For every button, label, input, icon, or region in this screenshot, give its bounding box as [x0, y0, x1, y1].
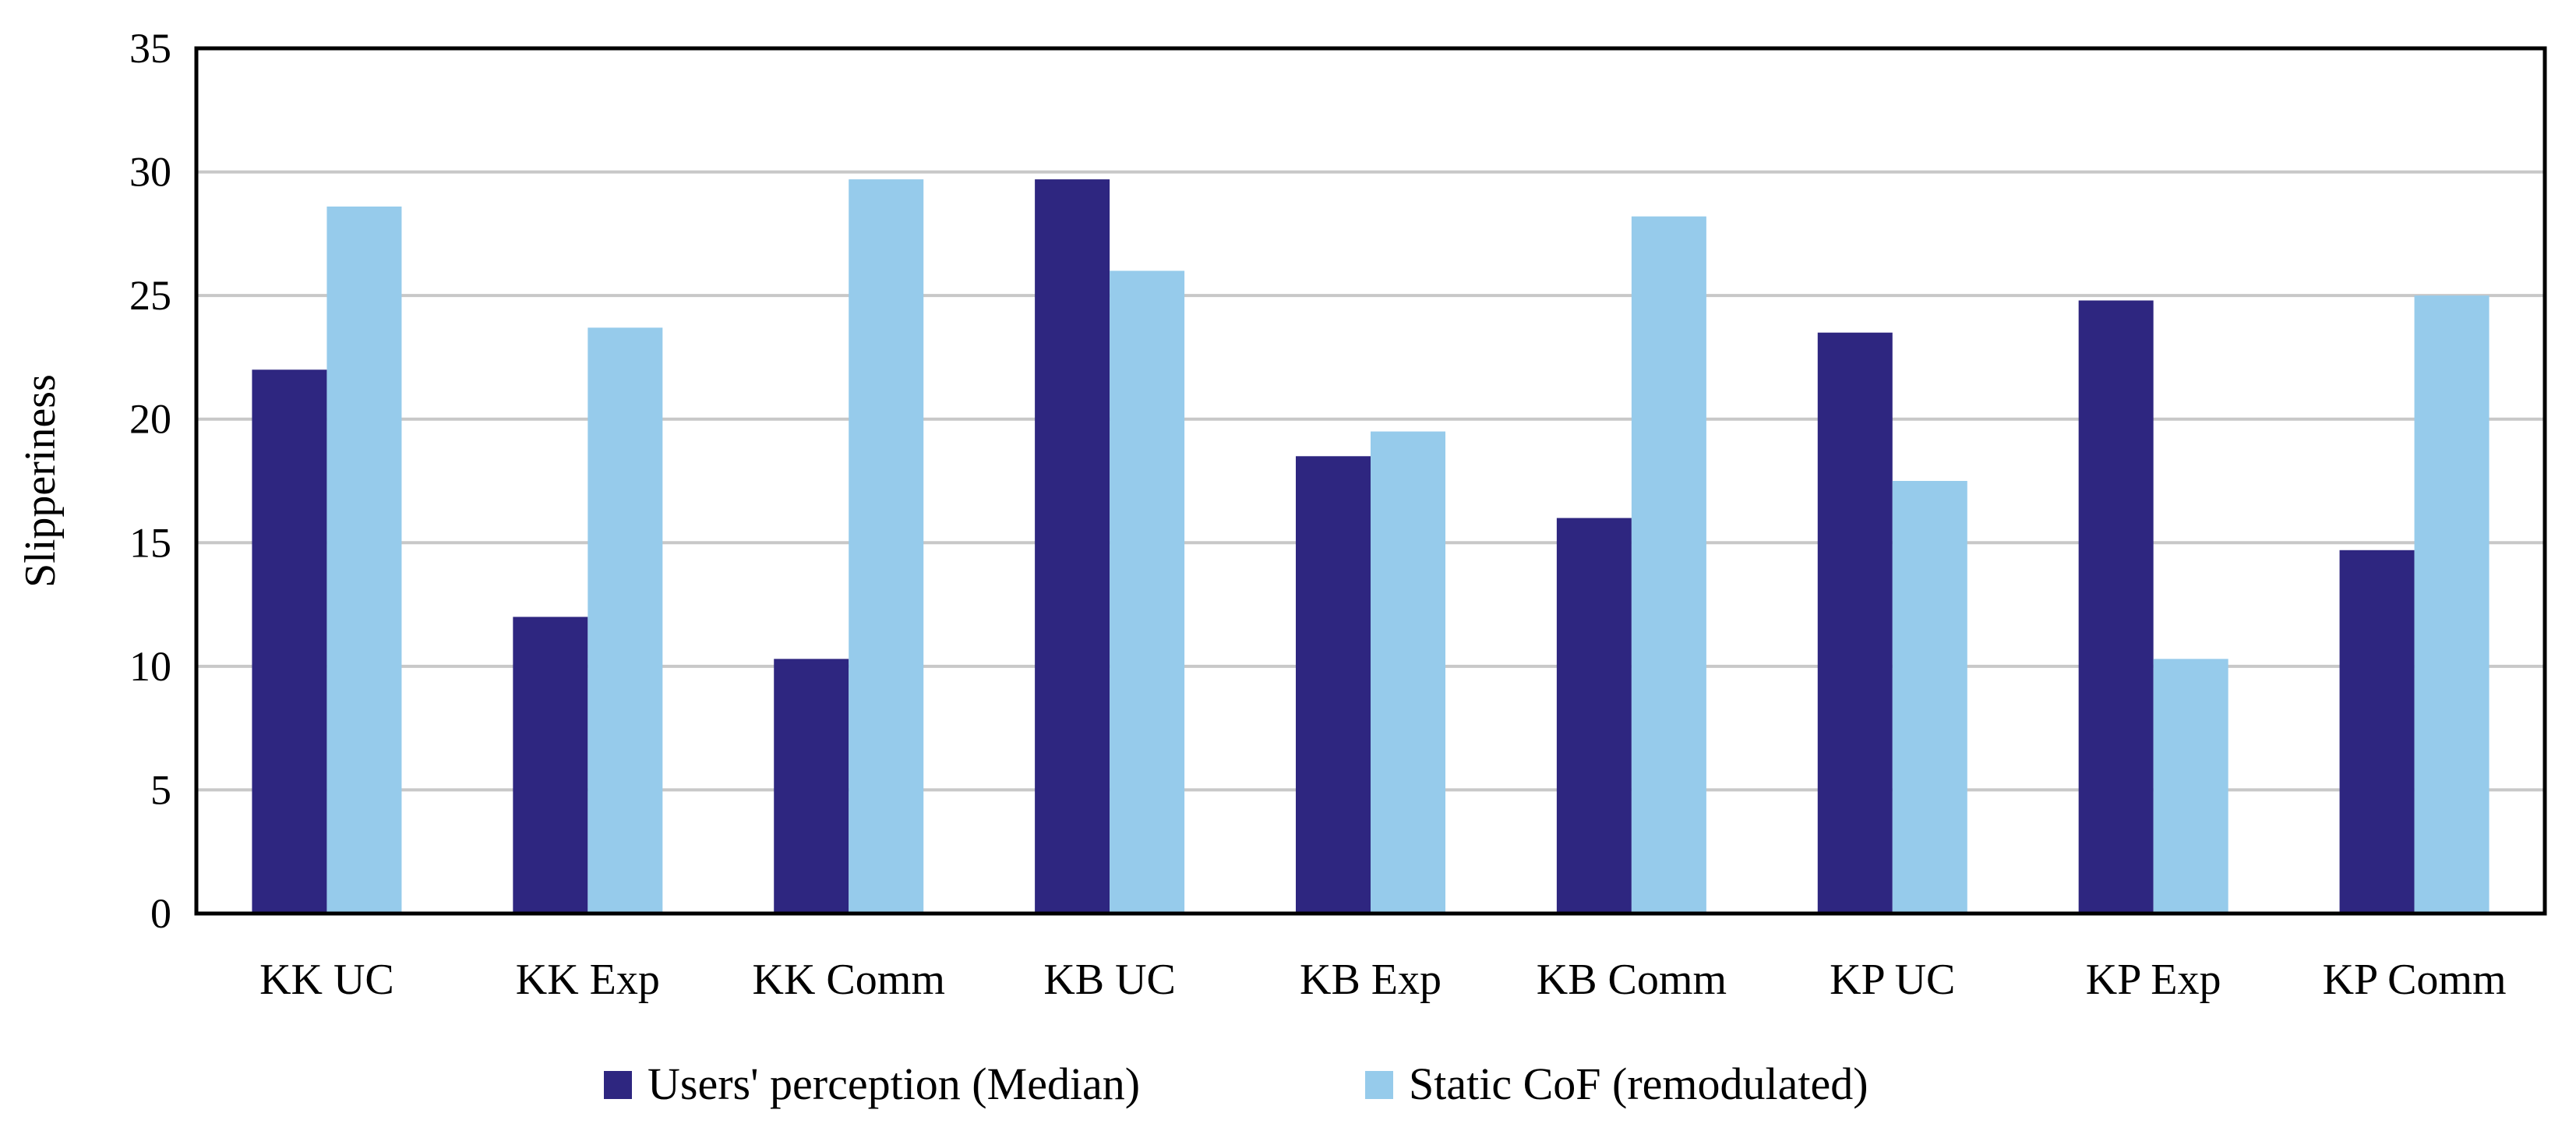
y-tick-label: 30	[129, 149, 171, 196]
x-category-label: KP Exp	[2086, 956, 2221, 1004]
bar-users-perception	[1556, 518, 1632, 914]
y-tick-label: 0	[150, 890, 171, 937]
bar-static-cof	[326, 206, 402, 914]
x-category-label: KB Exp	[1300, 956, 1442, 1004]
y-tick-label: 25	[129, 272, 171, 319]
legend: Users' perception (Median) Static CoF (re…	[604, 1058, 1868, 1109]
x-axis-labels: KK UC KK Exp KK Comm KB UC KB Exp KB Comm KP U…	[259, 956, 2506, 1004]
bar-static-cof	[2153, 659, 2228, 914]
x-category-label: KK Comm	[753, 956, 945, 1004]
legend-label: Users' perception (Median)	[648, 1058, 1140, 1109]
y-tick-label: 5	[150, 766, 171, 813]
bar-static-cof	[849, 179, 924, 914]
bar-users-perception	[2339, 550, 2415, 914]
x-category-label: KK UC	[259, 956, 394, 1004]
bar-static-cof	[1371, 431, 1445, 914]
bar-users-perception	[513, 617, 588, 914]
y-tick-label: 15	[129, 519, 171, 566]
bar-users-perception	[252, 369, 327, 914]
y-tick-label: 20	[129, 396, 171, 443]
plot-frame	[194, 46, 2547, 916]
legend-label: Static CoF (remodulated)	[1409, 1058, 1868, 1109]
bar-users-perception	[2078, 300, 2154, 914]
bar-static-cof	[588, 327, 663, 914]
legend-swatch	[1365, 1071, 1393, 1099]
x-category-label: KK Exp	[516, 956, 660, 1004]
x-category-label: KP Comm	[2323, 956, 2507, 1004]
y-axis-title: Slipperiness	[16, 374, 65, 588]
x-category-label: KB Comm	[1537, 956, 1727, 1004]
bar-users-perception	[1035, 179, 1110, 914]
y-tick-label: 10	[129, 643, 171, 690]
bar-static-cof	[2414, 295, 2490, 914]
x-category-label: KB UC	[1043, 956, 1176, 1004]
legend-swatch	[604, 1071, 632, 1099]
bar-static-cof	[1631, 216, 1706, 914]
y-axis-ticks: 0 5 10 15 20 25 30 35	[129, 25, 171, 937]
y-tick-label: 35	[129, 25, 171, 72]
bar-users-perception	[774, 659, 849, 914]
bars	[252, 179, 2490, 914]
x-category-label: KP UC	[1830, 956, 1955, 1004]
bar-users-perception	[1296, 456, 1371, 914]
bar-static-cof	[1110, 270, 1185, 914]
bar-users-perception	[1817, 332, 1893, 914]
bar-static-cof	[1892, 481, 1967, 914]
